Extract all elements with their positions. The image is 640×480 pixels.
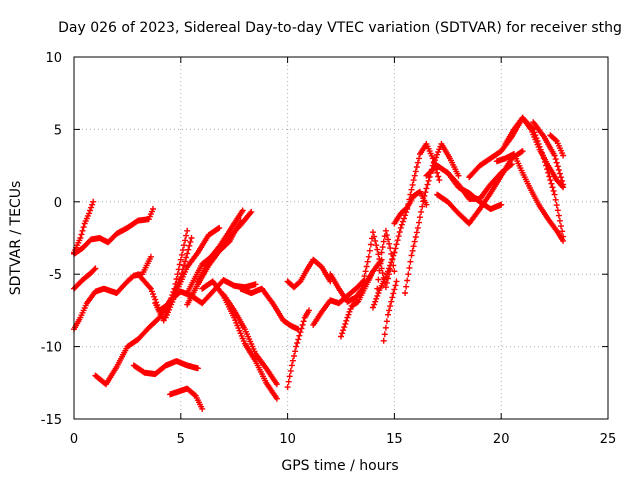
plus-markers [71,265,99,292]
x-tick-label: 15 [386,432,403,447]
x-tick-label: 0 [70,432,78,447]
series-arc-06 [130,358,201,378]
plus-markers [402,140,462,296]
plus-markers [444,161,515,202]
series-arc-10 [162,224,223,321]
plus-markers [370,249,398,311]
series-arc-35 [530,119,567,188]
y-tick-label: -15 [41,413,62,428]
y-tick-label: -5 [49,268,62,283]
plus-markers [284,256,334,291]
plus-markers [194,207,246,285]
plus-markers [338,272,374,340]
plus-markers [162,224,223,321]
series-arc-22 [359,229,394,291]
plus-markers [493,151,567,244]
plus-markers [434,148,526,227]
plus-markers [359,229,394,291]
y-tick-label: -10 [41,341,62,356]
plus-markers [130,358,201,378]
x-tick-label: 10 [279,432,296,447]
series-arc-19 [310,277,368,328]
chart-title: Day 026 of 2023, Sidereal Day-to-day VTE… [58,20,622,36]
plus-markers [391,188,430,227]
series-arc-33 [493,151,567,244]
plus-markers [502,114,567,191]
series-arc-13 [194,207,246,285]
series-arc-15 [220,291,280,388]
y-tick-label: 0 [54,196,62,211]
x-tick-label: 20 [493,432,510,447]
plus-markers [284,307,312,391]
axis-ticks: 0 5 10 15 20 25 10 5 0 -5 -10 -15 [41,51,617,447]
series-arc-24 [370,249,398,311]
grid [74,57,608,419]
y-tick-label: 5 [54,123,62,138]
plus-markers [220,291,280,388]
series-arc-21 [338,272,374,340]
series-arc-30 [434,148,526,227]
y-tick-label: 10 [45,51,62,66]
plus-markers [530,119,567,188]
series-arc-36 [547,132,567,159]
plus-markers [374,227,398,292]
x-tick-label: 25 [600,432,617,447]
series-arc-03 [71,265,99,292]
series-arc-27 [402,140,462,296]
series-arc-07 [167,385,206,412]
series-arc-28 [391,188,430,227]
x-tick-label: 5 [177,432,185,447]
series-arc-16 [237,285,302,333]
y-axis-label: SDTVAR / TECUs [8,181,24,296]
plot-frame [73,56,609,420]
series-arc-04 [71,253,154,333]
series-arc-17 [284,256,334,291]
series-arc-25 [380,278,400,344]
series-arc-34 [502,114,567,191]
plus-markers [547,132,567,159]
series-arc-18 [284,307,312,391]
series-arc-31 [444,161,515,202]
plus-markers [237,285,302,333]
plus-markers [167,385,206,412]
plus-markers [310,277,368,328]
data-marks [71,114,567,412]
x-axis-label: GPS time / hours [281,458,398,474]
plus-markers [380,278,400,344]
series-arc-23 [374,227,398,292]
plus-markers [71,253,154,333]
